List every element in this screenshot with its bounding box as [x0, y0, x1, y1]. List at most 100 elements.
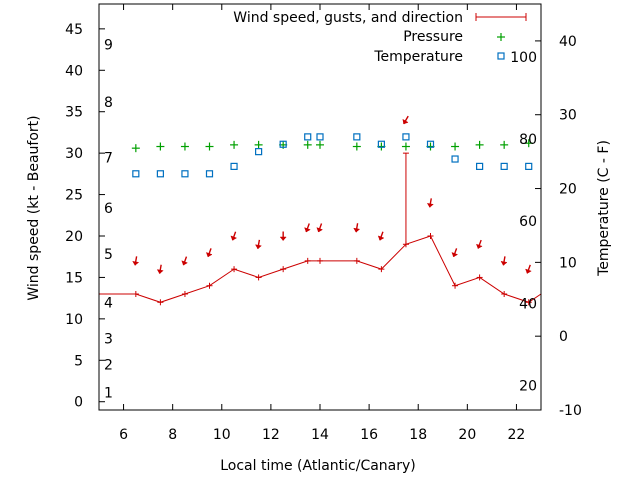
pressure-point — [254, 140, 263, 149]
fahrenheit-label: 40 — [519, 297, 537, 313]
wind-direction-arrow — [279, 231, 287, 241]
temperature-point — [316, 133, 324, 141]
temperature-point — [279, 140, 287, 148]
temperature-point — [476, 162, 484, 170]
x-tick-label: 22 — [508, 427, 526, 443]
legend-label-wind: Wind speed, gusts, and direction — [233, 10, 463, 26]
arrow-head — [156, 269, 164, 274]
arrow-head — [279, 236, 287, 241]
wind-direction-arrow — [525, 264, 532, 274]
x-tick-label: 6 — [119, 427, 128, 443]
arrow-head — [205, 252, 213, 258]
pressure-point — [524, 139, 533, 148]
pressure-point — [475, 140, 484, 149]
y-axis-label-right: Temperature (C - F) — [596, 140, 612, 277]
x-axis-label: Local time (Atlantic/Canary) — [220, 458, 416, 474]
wind-direction-arrow — [132, 256, 140, 266]
x-tick-label: 14 — [311, 427, 329, 443]
wind-direction-arrow — [402, 115, 409, 125]
x-tick-label: 16 — [360, 427, 378, 443]
arrow-head — [451, 252, 459, 258]
y-left-tick-label: 25 — [65, 188, 83, 204]
pressure-point — [352, 142, 361, 151]
arrow-head — [500, 260, 508, 266]
temperature-point — [500, 162, 508, 170]
legend-label-pressure: Pressure — [403, 29, 463, 45]
pressure-point — [401, 142, 410, 151]
plot-frame — [98, 3, 542, 411]
temperature-point — [205, 170, 214, 178]
arrow-head — [304, 227, 311, 233]
pressure-point — [205, 142, 214, 151]
y-left-tick-label: 0 — [74, 395, 83, 411]
legend-label-temperature: Temperature — [373, 49, 463, 65]
pressure-point — [131, 144, 140, 153]
x-tick-label: 8 — [168, 427, 177, 443]
wind-direction-arrow — [500, 256, 508, 266]
y-left-tick-label: 45 — [65, 22, 83, 38]
y-left-tick-label: 5 — [74, 353, 83, 369]
axis-layer: 6 8 10 12 14 16 18 20 22051015202530354045-10010… — [65, 3, 582, 443]
pressure-point — [230, 140, 239, 149]
y-axis-label-left: Wind speed (kt - Beaufort) — [26, 115, 42, 300]
x-tick-label: 18 — [409, 427, 427, 443]
pressure-point — [180, 142, 189, 151]
x-tick-label: 12 — [262, 427, 280, 443]
wind-direction-arrow — [316, 223, 324, 233]
plot-layer — [99, 115, 542, 306]
y-left-tick-label: 20 — [65, 229, 83, 245]
temperature-point — [181, 170, 189, 178]
wind-direction-arrow — [254, 239, 262, 250]
wind-direction-arrow — [156, 264, 164, 274]
beaufort-label: 3 — [104, 332, 113, 348]
wind-direction-arrow — [181, 256, 189, 266]
pressure-point — [500, 140, 509, 149]
y-right-tick-label: 10 — [559, 255, 577, 271]
pressure-point — [303, 140, 312, 149]
arrow-head — [132, 260, 140, 266]
wind-direction-arrow — [230, 231, 238, 241]
beaufort-label: 5 — [104, 247, 113, 263]
beaufort-label: 6 — [104, 201, 113, 217]
pressure-point — [156, 142, 165, 151]
arrow-head — [525, 268, 532, 274]
x-tick-label: 10 — [213, 427, 231, 443]
arrow-head — [353, 227, 361, 233]
pressure-point — [451, 142, 460, 151]
arrow-head — [426, 202, 434, 208]
arrow-head — [316, 227, 324, 233]
temperature-point — [353, 133, 361, 141]
temperature-point — [426, 140, 435, 148]
arrow-head — [181, 260, 189, 266]
y-left-tick-label: 40 — [65, 63, 83, 79]
y-right-tick-label: -10 — [559, 403, 582, 419]
wind-direction-arrow — [205, 248, 213, 258]
y-left-tick-label: 30 — [65, 146, 83, 162]
y-left-tick-label: 15 — [65, 270, 83, 286]
fahrenheit-label: 60 — [519, 214, 537, 230]
beaufort-label: 7 — [104, 150, 113, 166]
arrow-head — [402, 118, 409, 125]
x-tick-label: 20 — [458, 427, 476, 443]
y-right-tick-label: 30 — [559, 108, 577, 124]
temperature-point — [230, 162, 238, 170]
arrow-head — [254, 244, 262, 250]
beaufort-label: 1 — [104, 386, 113, 402]
beaufort-label: 4 — [104, 295, 113, 311]
beaufort-label: 2 — [104, 357, 113, 373]
wind-speed-line — [99, 235, 542, 303]
wind-direction-arrow — [353, 223, 361, 233]
y-right-tick-label: 20 — [559, 182, 577, 198]
arrow-head — [377, 235, 385, 241]
temperature-point — [377, 140, 385, 148]
wind-direction-arrow — [451, 248, 459, 258]
temperature-point — [451, 155, 459, 163]
legend-swatch-pressure — [497, 33, 505, 41]
arrow-head — [476, 243, 483, 249]
y-right-tick-label: 40 — [559, 34, 577, 50]
pressure-point — [316, 140, 324, 149]
beaufort-label: 8 — [104, 95, 113, 111]
y-right-tick-label: 0 — [559, 329, 568, 345]
temperature-point — [402, 133, 410, 141]
